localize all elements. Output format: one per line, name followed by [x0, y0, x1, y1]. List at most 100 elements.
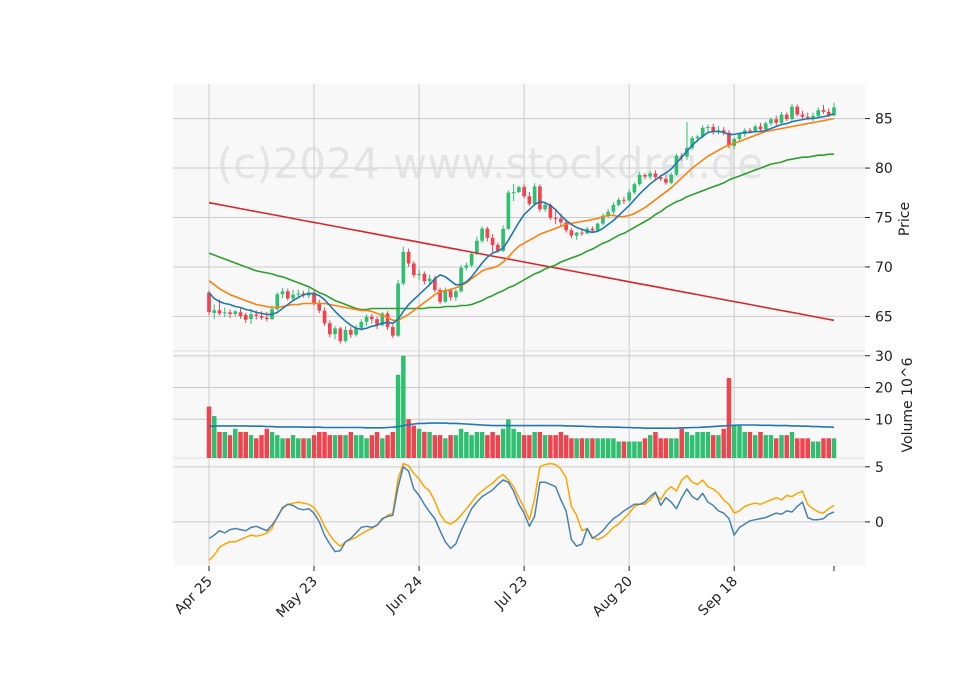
candle-body [527, 196, 532, 204]
candle-body [475, 240, 479, 254]
volume-bar [427, 431, 432, 458]
candle-body [207, 292, 211, 313]
volume-bar [448, 435, 453, 458]
candle-body [653, 173, 658, 178]
candle-body [343, 329, 348, 341]
candle-body [748, 130, 752, 132]
volume-bar [674, 438, 679, 458]
volume-bar [747, 431, 753, 458]
candle-body [648, 173, 653, 177]
volume-bar [726, 377, 732, 458]
volume-bar [773, 438, 779, 458]
volume-bar [548, 435, 553, 458]
candle-body [511, 192, 516, 194]
volume-bar [511, 428, 516, 458]
candle-body [601, 215, 605, 224]
y-tick-label: 65 [875, 309, 893, 325]
candle-body [406, 251, 411, 264]
volume-bar [395, 374, 401, 458]
volume-bar [668, 438, 674, 458]
price-axis-label: Price [897, 202, 913, 236]
volume-bar [516, 431, 522, 458]
volume-bar [658, 438, 663, 458]
volume-bar [411, 425, 417, 458]
candle-body [784, 114, 789, 120]
volume-bar [385, 435, 390, 458]
y-axis-ticks: 65 70 75 80 85 10 20 30 0 5 [865, 112, 893, 531]
price-series [208, 112, 835, 331]
candle-body [454, 291, 458, 298]
candle-body [517, 187, 521, 193]
volume-bar [322, 431, 327, 458]
volume-bar [275, 435, 280, 458]
watermark: (c)2024 www.stockdrei.de [217, 139, 763, 188]
candle-body [285, 291, 290, 299]
volume-bar [737, 425, 742, 458]
volume-bar [243, 431, 248, 458]
candle-body [737, 134, 742, 139]
candle-body [690, 138, 695, 148]
candle-body [438, 289, 442, 302]
volume-bar [710, 435, 716, 458]
candle-body [700, 127, 705, 137]
volume-bar [464, 431, 469, 458]
candle-body [721, 130, 726, 133]
volume-bar [637, 441, 642, 458]
x-tick-label: May 23 [273, 574, 321, 622]
volume-bar [779, 435, 784, 458]
volume-bar [238, 431, 243, 458]
x-axis-ticks: Apr 25 May 23 Jun 24 Jul 23 Aug 20 Sep 18 [172, 566, 835, 622]
candle-body [275, 294, 280, 310]
candle-body [758, 126, 763, 130]
candle-body [354, 327, 358, 335]
volume-bar [821, 438, 826, 458]
volume-bar [563, 435, 569, 458]
candle-body [228, 312, 232, 314]
volume-bar [264, 428, 270, 458]
volume-bar [795, 438, 800, 458]
candle-body [832, 107, 836, 116]
volume-bar [684, 431, 690, 458]
candle-body [695, 136, 700, 139]
candle-body [485, 228, 490, 238]
candle-body [706, 126, 710, 128]
candle-body [800, 114, 805, 117]
candle-body [606, 211, 610, 216]
y-tick-label: 5 [875, 460, 884, 476]
candle-body [480, 228, 484, 241]
volume-bar [742, 431, 747, 458]
volume-bar [406, 419, 411, 458]
x-tick-label: Jul 23 [491, 574, 531, 614]
candle-body [643, 174, 647, 177]
volume-bar [280, 438, 285, 458]
ma-mid-line [208, 117, 835, 322]
candle-body [322, 310, 327, 324]
x-tick-label: Apr 25 [172, 574, 216, 618]
volume-bar [705, 431, 711, 458]
volume-bar [401, 355, 406, 458]
volume-bar [490, 431, 495, 458]
volume-bar [695, 431, 700, 458]
volume-bar [437, 435, 443, 458]
macd-panel [173, 458, 865, 566]
volume-bar [296, 438, 301, 458]
volume-bar [763, 435, 768, 458]
volume-bar [416, 428, 422, 458]
volume-bar [700, 431, 705, 458]
volume-bar [327, 435, 333, 458]
volume-bar [453, 435, 459, 458]
candle-body [506, 192, 511, 229]
candle-body [532, 186, 537, 204]
candle-body [390, 327, 395, 336]
volume-bar [364, 438, 369, 458]
candle-body [459, 267, 463, 292]
candle-body [622, 199, 626, 201]
volume-bar [248, 435, 254, 458]
x-tick-label: Aug 20 [590, 574, 636, 620]
candle-body [559, 218, 563, 223]
volume-bar [227, 435, 233, 458]
candle-body [821, 110, 826, 112]
y-tick-label: 0 [875, 515, 884, 531]
volume-bar [485, 435, 490, 458]
volume-bar [689, 435, 695, 458]
